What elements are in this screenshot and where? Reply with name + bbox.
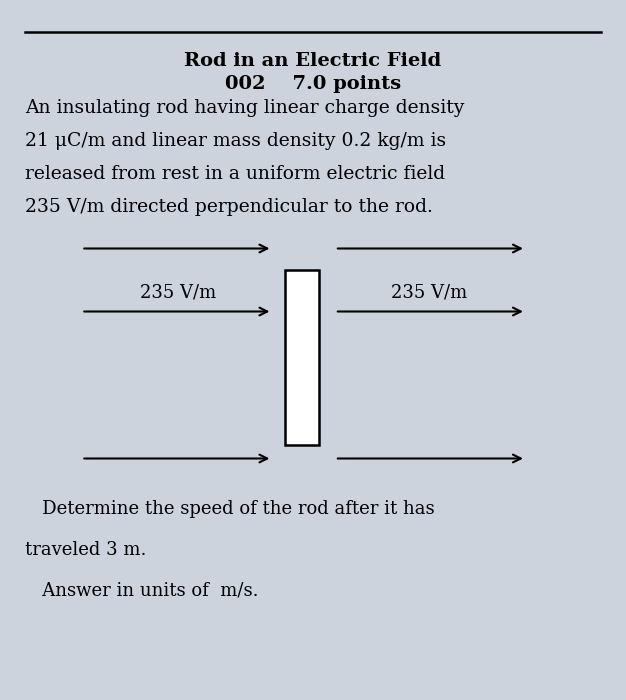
Text: traveled 3 m.: traveled 3 m.	[25, 541, 146, 559]
Text: An insulating rod having linear charge density: An insulating rod having linear charge d…	[25, 99, 464, 118]
Text: Determine the speed of the rod after it has: Determine the speed of the rod after it …	[25, 500, 434, 519]
Text: 235 V/m directed perpendicular to the rod.: 235 V/m directed perpendicular to the ro…	[25, 198, 433, 216]
Text: 235 V/m: 235 V/m	[140, 284, 217, 302]
Text: 235 V/m: 235 V/m	[391, 284, 467, 302]
Text: 21 μC/m and linear mass density 0.2 kg/m is: 21 μC/m and linear mass density 0.2 kg/m…	[25, 132, 446, 150]
Bar	[285, 270, 319, 444]
Text: 002    7.0 points: 002 7.0 points	[225, 75, 401, 93]
Text: Rod in an Electric Field: Rod in an Electric Field	[185, 52, 441, 71]
Text: Answer in units of  m/s.: Answer in units of m/s.	[25, 582, 259, 600]
Text: released from rest in a uniform electric field: released from rest in a uniform electric…	[25, 165, 445, 183]
